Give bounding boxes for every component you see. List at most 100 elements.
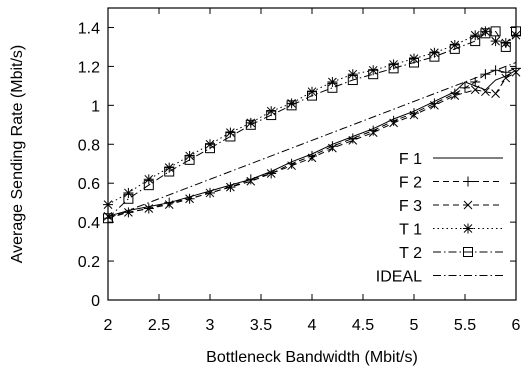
marker-stroke xyxy=(266,110,277,121)
y-tick-label: 1.4 xyxy=(78,20,100,37)
plot-frame xyxy=(107,7,517,301)
marker-stroke xyxy=(490,26,501,37)
marker-stroke xyxy=(463,224,473,233)
marker-stroke xyxy=(481,87,490,97)
marker-stroke xyxy=(470,36,481,47)
data-point-f-3 xyxy=(164,200,174,209)
data-point-t-1 xyxy=(225,127,236,138)
marker-stroke xyxy=(389,118,398,128)
data-point-t-1 xyxy=(347,69,358,80)
data-point-f-2 xyxy=(307,150,317,161)
data-point-f-3 xyxy=(287,161,296,171)
data-point-t-2 xyxy=(164,166,175,177)
data-point-f-3 xyxy=(266,169,276,178)
series-layer xyxy=(103,26,521,224)
marker-stroke xyxy=(245,119,256,130)
legend-marker-t-1 xyxy=(463,223,473,234)
y-axis-label: Average Sending Rate (Mbit/s) xyxy=(9,45,26,263)
marker-stroke xyxy=(463,247,473,257)
marker-stroke xyxy=(184,154,195,165)
marker-stroke xyxy=(470,30,480,40)
data-point-f-2 xyxy=(286,158,297,169)
x-tick-label: 5 xyxy=(410,317,419,334)
marker-stroke xyxy=(226,128,235,137)
data-point-f-2 xyxy=(449,88,460,99)
marker-stroke xyxy=(463,200,473,210)
marker-stroke xyxy=(348,69,358,79)
legend-label-f-3: F 3 xyxy=(399,198,422,215)
data-point-f-3 xyxy=(450,91,460,100)
x-tick-label: 6 xyxy=(512,317,521,334)
data-point-t-1 xyxy=(388,59,399,70)
data-point-t-2 xyxy=(490,26,501,37)
series-t-2 xyxy=(103,26,521,224)
data-point-t-2 xyxy=(429,51,440,62)
legend-marker-t-2 xyxy=(463,247,473,257)
legend-label-t-1: T 1 xyxy=(399,222,422,239)
data-point-t-2 xyxy=(205,143,215,154)
data-point-f-3 xyxy=(430,100,439,110)
marker-stroke xyxy=(286,100,297,111)
marker-stroke xyxy=(348,136,358,145)
data-point-f-3 xyxy=(501,73,511,83)
marker-stroke xyxy=(287,161,296,171)
data-point-t-1 xyxy=(266,106,277,117)
data-point-t-2 xyxy=(143,180,154,191)
data-point-f-3 xyxy=(307,153,317,163)
marker-stroke xyxy=(327,82,338,93)
marker-stroke xyxy=(409,57,419,68)
marker-stroke xyxy=(205,143,215,154)
marker-stroke xyxy=(124,188,133,198)
marker-stroke xyxy=(307,153,317,163)
data-point-f-2 xyxy=(409,108,419,119)
data-point-t-2 xyxy=(184,154,195,165)
marker-stroke xyxy=(205,188,215,198)
x-tick-label: 4.5 xyxy=(352,317,374,334)
data-point-t-1 xyxy=(327,76,338,87)
data-point-f-2 xyxy=(327,141,338,152)
marker-stroke xyxy=(450,40,460,50)
legend-marker-f-2 xyxy=(463,176,473,187)
x-tick-label: 2.5 xyxy=(148,317,170,334)
data-point-f-3 xyxy=(368,128,378,137)
data-point-t-2 xyxy=(480,28,491,39)
marker-stroke xyxy=(501,38,511,48)
marker-stroke xyxy=(185,151,194,161)
data-point-f-2 xyxy=(245,174,256,185)
marker-stroke xyxy=(449,43,460,54)
data-point-t-1 xyxy=(480,26,491,37)
series-f-3 xyxy=(103,67,521,221)
data-point-t-1 xyxy=(368,65,379,76)
ticks-layer: 2 2.5 3 3.5 4 4.5 5 5.5 6 0 0.2 0.4 0.6 0.8 1 1.2 1.4 xyxy=(78,8,521,334)
data-point-f-3 xyxy=(328,143,337,153)
marker-stroke xyxy=(409,110,419,120)
legend-label-f-1: F 1 xyxy=(399,151,422,168)
x-tick-label: 3.5 xyxy=(250,317,272,334)
marker-stroke xyxy=(307,87,317,97)
data-point-f-3 xyxy=(470,85,480,95)
data-point-t-2 xyxy=(123,193,134,204)
series-line-f-1 xyxy=(107,69,517,217)
data-point-f-3 xyxy=(409,110,419,120)
data-point-f-2 xyxy=(500,67,511,78)
marker-stroke xyxy=(430,48,439,58)
marker-stroke xyxy=(164,200,174,209)
marker-stroke xyxy=(368,128,378,137)
data-point-t-1 xyxy=(143,174,154,185)
y-tick-label: 0.6 xyxy=(78,176,100,193)
data-point-t-1 xyxy=(429,47,440,58)
data-point-t-2 xyxy=(500,41,511,52)
marker-stroke xyxy=(347,75,358,86)
series-line-t-1 xyxy=(107,30,517,206)
marker-stroke xyxy=(491,36,500,46)
y-tick-label: 0 xyxy=(91,293,100,310)
marker-stroke xyxy=(144,204,154,213)
data-point-t-2 xyxy=(368,69,379,80)
data-point-t-1 xyxy=(500,38,511,49)
data-point-f-3 xyxy=(185,194,194,204)
marker-stroke xyxy=(500,41,511,52)
marker-stroke xyxy=(409,54,419,63)
legend-label-t-2: T 2 xyxy=(399,245,422,262)
marker-stroke xyxy=(164,163,174,172)
